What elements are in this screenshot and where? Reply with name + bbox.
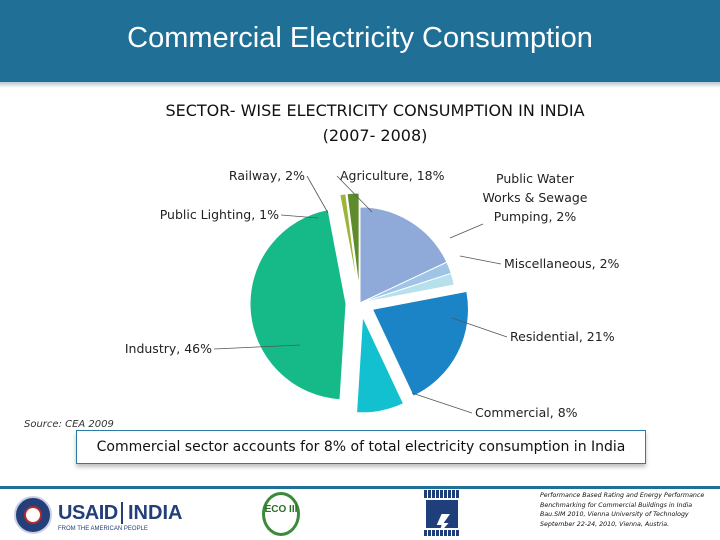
pie-slice-miscellaneous <box>359 272 455 304</box>
bee-logo <box>424 490 460 536</box>
pie-leader-miscellaneous <box>459 255 502 265</box>
pie-label-industry: Industry, 46% <box>125 341 212 356</box>
pie-label-agriculture: Agriculture, 18% <box>340 168 445 183</box>
usaid-wordmark: USAID <box>58 502 118 524</box>
pie-slice-commercial <box>356 316 405 414</box>
pie-leader-agriculture <box>336 175 373 213</box>
usaid-tagline: FROM THE AMERICAN PEOPLE <box>58 526 148 532</box>
pie-slice-industry <box>249 208 347 401</box>
header-shadow <box>0 82 720 88</box>
lightning-bolt-icon <box>426 500 458 534</box>
eco-wordmark: ECO III <box>264 504 298 515</box>
pie-slice-public-lighting <box>339 193 359 290</box>
pie-leader-railway <box>306 175 329 214</box>
conference-line-1: Performance Based Rating and Energy Perf… <box>540 492 705 499</box>
conference-line-2: Benchmarking for Commercial Buildings in… <box>540 501 693 509</box>
conference-line-3: Bau.SIM 2010, Vienna University of Techn… <box>540 511 689 518</box>
page-title: Commercial Electricity Consumption <box>127 22 593 54</box>
india-wordmark: INDIA <box>128 502 183 524</box>
chart-title: SECTOR- WISE ELECTRICITY CONSUMPTION IN … <box>100 98 650 148</box>
pie-slice-railway <box>346 192 360 290</box>
conference-line-4: September 22-24, 2010, Vienna, Austria. <box>540 520 670 528</box>
source-note: Source: CEA 2009 <box>24 419 114 430</box>
usaid-separator <box>121 502 123 524</box>
pie-leader-industry <box>213 344 301 350</box>
pie-label-public-water-works: Public Water Works & Sewage Pumping, 2% <box>483 171 588 224</box>
chart-title-line-1: SECTOR- WISE ELECTRICITY CONSUMPTION IN … <box>165 101 585 120</box>
callout-text: Commercial sector accounts for 8% of tot… <box>96 439 626 455</box>
pie-label-miscellaneous: Miscellaneous, 2% <box>504 256 620 271</box>
usaid-seal-icon <box>14 496 52 534</box>
conference-info: Performance Based Rating and Energy Perf… <box>540 491 716 529</box>
usaid-logo: USAID INDIA FROM THE AMERICAN PEOPLE <box>14 496 184 536</box>
pie-label-commercial: Commercial, 8% <box>475 405 578 420</box>
eco-ring-icon <box>262 492 300 536</box>
pie-leader-residential <box>451 317 508 338</box>
header-bar: Commercial Electricity Consumption <box>0 0 720 82</box>
callout-box: Commercial sector accounts for 8% of tot… <box>76 430 646 464</box>
pie-labels: Agriculture, 18% Public Water Works & Sewa… <box>125 168 620 420</box>
pie-label-public-lighting: Public Lighting, 1% <box>160 207 279 222</box>
pie-leader-public-lighting <box>280 214 319 219</box>
pie-leader-lines <box>213 175 508 414</box>
pie-label-residential: Residential, 21% <box>510 329 615 344</box>
pie-slices <box>249 192 469 414</box>
pie-slice-residential <box>371 290 469 397</box>
pie-label-railway: Railway, 2% <box>229 168 305 183</box>
eco-logo: ECO III <box>262 492 300 536</box>
pie-leader-public-water-works <box>449 223 484 239</box>
footer-divider <box>0 486 720 489</box>
chart-title-line-2: (2007- 2008) <box>322 126 428 145</box>
pie-leader-commercial <box>411 392 473 414</box>
